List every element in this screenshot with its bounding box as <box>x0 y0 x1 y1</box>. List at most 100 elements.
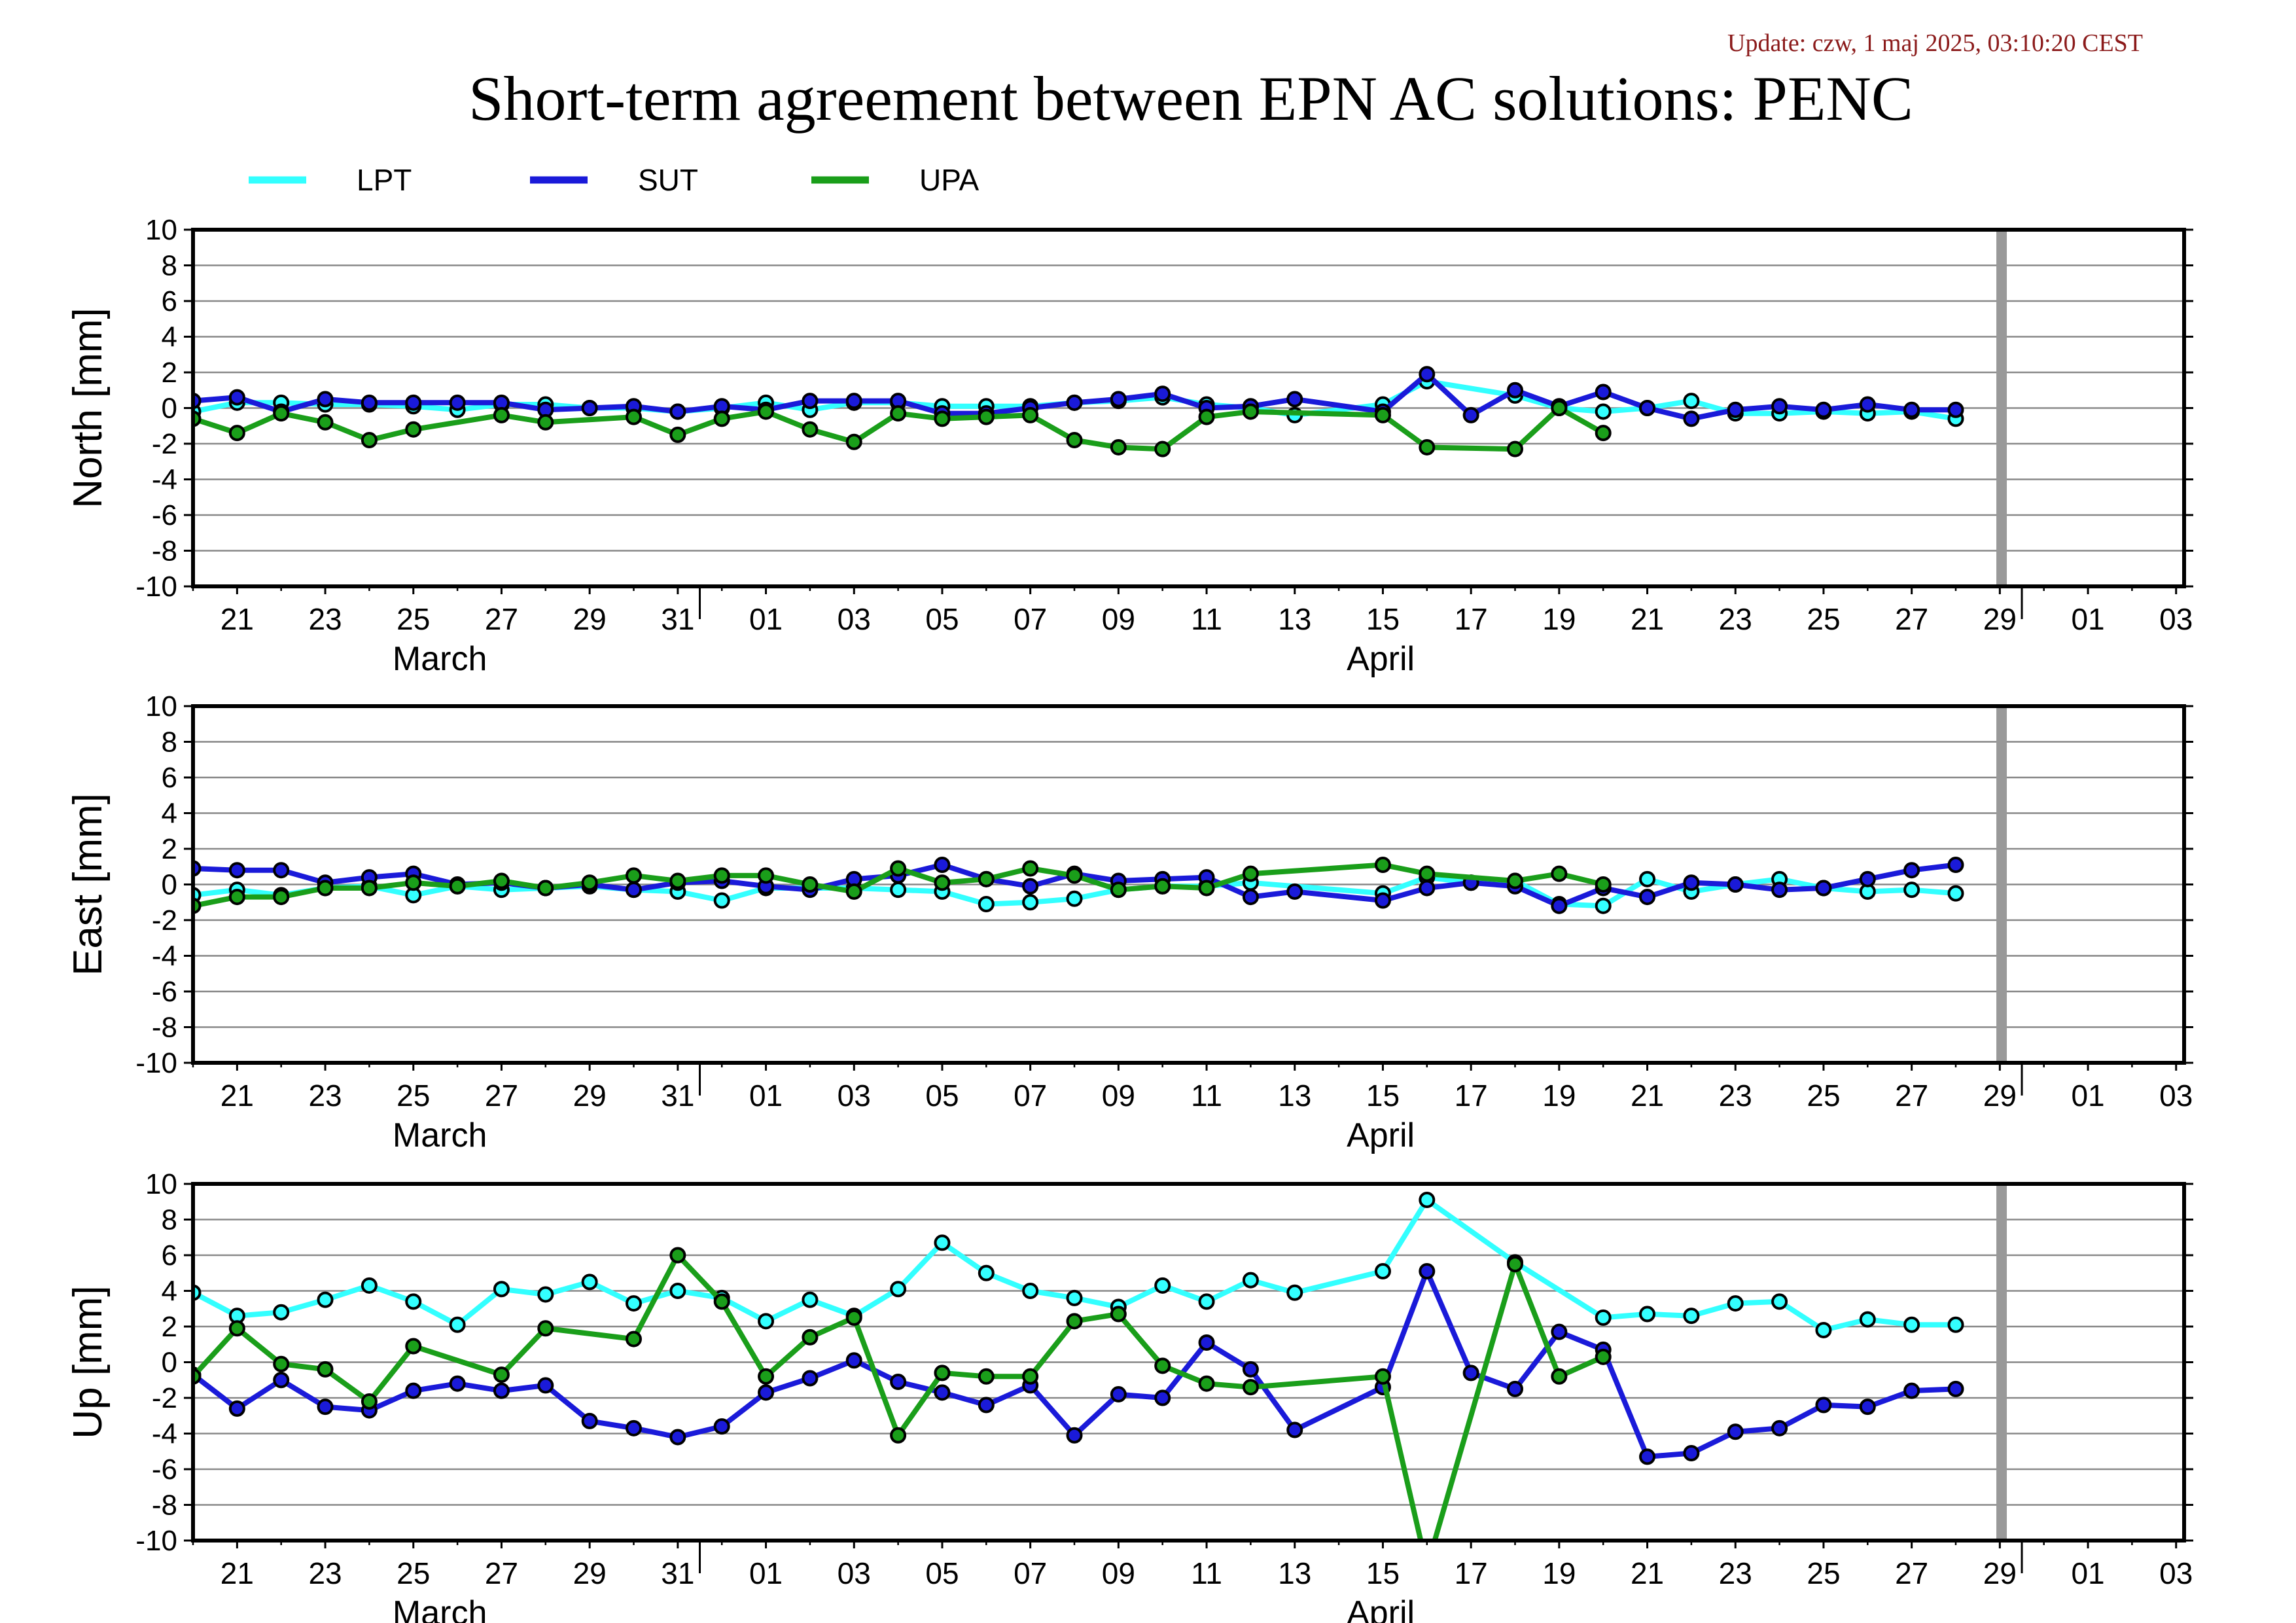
data-point-lpt <box>713 892 730 909</box>
y-tick-label: -4 <box>152 464 177 496</box>
data-point-upa <box>537 880 554 897</box>
y-tick-label: 2 <box>162 833 177 865</box>
data-point-upa <box>934 410 951 427</box>
data-point-sut <box>493 1382 510 1399</box>
data-point-sut <box>1154 385 1171 402</box>
data-point-lpt <box>1154 1277 1171 1294</box>
data-point-upa <box>1507 440 1523 457</box>
x-tick-label: 01 <box>2071 602 2104 636</box>
data-point-upa <box>1198 408 1215 425</box>
y-tick-label: 0 <box>162 1347 177 1379</box>
y-tick-label: 6 <box>162 1240 177 1272</box>
x-tick-label: 31 <box>661 1556 694 1590</box>
data-point-sut <box>1815 1397 1832 1414</box>
data-point-sut <box>228 862 245 879</box>
data-point-sut <box>273 862 290 879</box>
x-tick-label: 29 <box>573 1079 607 1113</box>
data-point-upa <box>273 889 290 906</box>
data-point-sut <box>934 857 951 874</box>
legend-label-sut: SUT <box>638 163 698 197</box>
data-point-sut <box>581 400 598 416</box>
x-tick-label: 11 <box>1191 1556 1222 1590</box>
x-tick-label: 29 <box>1983 602 2017 636</box>
data-point-sut <box>1551 897 1568 914</box>
data-point-sut <box>1947 401 1964 418</box>
x-tick-label: 27 <box>1895 602 1928 636</box>
data-point-lpt <box>1595 1309 1612 1326</box>
data-point-sut <box>1242 889 1259 906</box>
data-point-sut <box>1683 874 1700 891</box>
x-tick-label: 25 <box>397 1079 430 1113</box>
y-tick-label: 8 <box>162 726 177 758</box>
x-tick-label: 11 <box>1191 602 1222 636</box>
current-date-marker <box>1996 230 2007 586</box>
month-label: March <box>393 640 487 678</box>
data-point-sut <box>449 394 466 411</box>
x-tick-label: 03 <box>2159 1556 2193 1590</box>
data-point-upa <box>1066 867 1083 884</box>
x-tick-label: 07 <box>1014 602 1047 636</box>
x-tick-label: 07 <box>1014 1079 1047 1113</box>
data-point-sut <box>1771 882 1788 899</box>
data-point-lpt <box>978 895 995 912</box>
x-tick-label: 17 <box>1455 1556 1488 1590</box>
data-point-upa <box>361 1393 378 1410</box>
y-tick-label: -8 <box>152 1489 177 1522</box>
data-point-sut <box>405 1382 422 1399</box>
data-point-sut <box>1771 1419 1788 1436</box>
data-point-upa <box>1595 425 1612 442</box>
data-point-sut <box>1374 892 1391 909</box>
data-point-upa <box>1507 1256 1523 1273</box>
data-point-lpt <box>978 1264 995 1281</box>
data-point-upa <box>1110 438 1127 455</box>
x-tick-label: 07 <box>1014 1556 1047 1590</box>
data-point-lpt <box>1022 1283 1039 1299</box>
x-tick-label: 05 <box>925 602 959 636</box>
data-point-lpt <box>1947 885 1964 902</box>
data-point-upa <box>1242 1379 1259 1396</box>
data-point-lpt <box>1815 1321 1832 1338</box>
x-tick-label: 31 <box>661 602 694 636</box>
data-point-sut <box>890 1373 907 1390</box>
data-point-upa <box>1551 400 1568 416</box>
x-tick-label: 27 <box>485 602 518 636</box>
y-tick-label: -6 <box>152 1454 177 1486</box>
x-tick-label: 19 <box>1542 1079 1576 1113</box>
data-point-upa <box>845 883 862 900</box>
y-tick-label: -10 <box>135 1047 177 1079</box>
y-tick-label: -10 <box>135 1525 177 1557</box>
data-point-lpt <box>493 1281 510 1298</box>
data-point-sut <box>1947 1380 1964 1397</box>
x-tick-label: 19 <box>1542 1556 1576 1590</box>
y-tick-label: 0 <box>162 869 177 901</box>
data-point-sut <box>1727 401 1744 418</box>
data-point-upa <box>361 432 378 449</box>
data-point-sut <box>1815 880 1832 897</box>
data-point-upa <box>493 406 510 423</box>
data-point-sut <box>1110 1386 1127 1403</box>
data-point-upa <box>1374 857 1391 874</box>
data-point-upa <box>713 410 730 427</box>
x-tick-label: 15 <box>1366 1556 1400 1590</box>
data-point-lpt <box>669 1283 686 1299</box>
x-tick-label: 21 <box>1631 1556 1664 1590</box>
data-point-lpt <box>361 1277 378 1294</box>
y-tick-label: 10 <box>145 690 177 722</box>
x-tick-label: 01 <box>749 1556 783 1590</box>
x-tick-label: 17 <box>1455 602 1488 636</box>
data-point-sut <box>934 1384 951 1401</box>
data-point-lpt <box>934 1234 951 1251</box>
y-tick-label: -4 <box>152 940 177 972</box>
x-tick-label: 05 <box>925 1079 959 1113</box>
data-point-sut <box>1507 1380 1523 1397</box>
data-point-upa <box>1374 1368 1391 1385</box>
data-point-sut <box>1110 391 1127 408</box>
data-point-upa <box>890 405 907 422</box>
data-point-lpt <box>537 1286 554 1303</box>
series-lpt <box>193 1192 1964 1338</box>
y-tick-label: 6 <box>162 285 177 317</box>
data-point-sut <box>626 1419 642 1436</box>
data-point-sut <box>802 393 819 410</box>
y-tick-label: 10 <box>145 214 177 246</box>
